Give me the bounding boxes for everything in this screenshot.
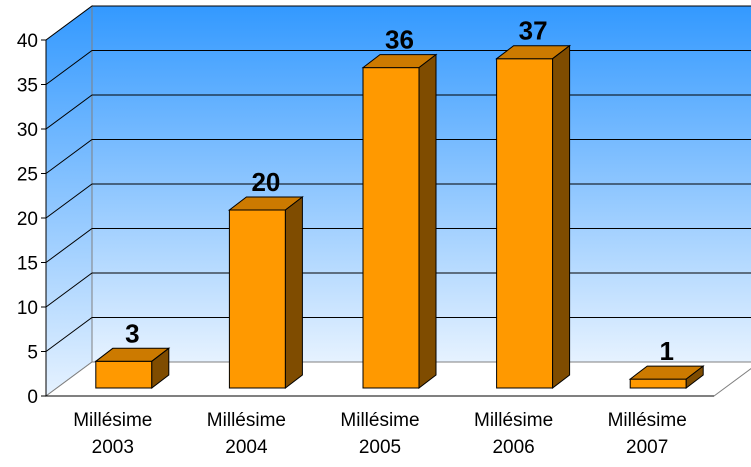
- bar-front: [629, 378, 687, 389]
- y-tick-label: 0: [27, 387, 38, 408]
- x-category-label: Millésime 2007: [608, 410, 687, 458]
- y-axis-ticks: 0 5 10 15 20 25 30 35 40: [17, 31, 46, 408]
- y-tick-label: 20: [17, 209, 38, 230]
- x-category-label: Millésime 2005: [340, 410, 419, 458]
- bar-side: [418, 53, 437, 390]
- bar: [94, 347, 171, 390]
- y-tick-label: 10: [17, 298, 38, 319]
- bar: [628, 365, 705, 390]
- data-label: 37: [519, 16, 548, 46]
- bar-side: [552, 44, 571, 390]
- bar-front: [95, 360, 153, 389]
- bar-front: [496, 58, 554, 389]
- y-tick-label: 35: [17, 76, 38, 97]
- gridline: [45, 5, 751, 41]
- x-category-label: Millésime 2003: [73, 410, 152, 458]
- bar: [495, 44, 572, 390]
- x-category-label: Millésime 2004: [207, 410, 286, 458]
- data-label: 3: [125, 318, 139, 348]
- x-category-label: Millésime 2006: [474, 410, 553, 458]
- bar-side: [685, 365, 704, 390]
- bars: [94, 44, 705, 390]
- data-labels: 3 20 36 37 1: [125, 16, 674, 366]
- bar-front: [362, 67, 420, 389]
- y-tick-label: 5: [27, 343, 38, 364]
- bar: [361, 53, 438, 390]
- bar-front: [228, 209, 286, 389]
- x-axis-categories: Millésime 2003 Millésime 2004 Millésime 2005 M…: [73, 410, 687, 458]
- data-label: 20: [251, 167, 280, 197]
- bar: [227, 195, 304, 390]
- y-tick-label: 15: [17, 254, 38, 275]
- data-label: 36: [385, 25, 414, 55]
- data-label: 1: [659, 336, 673, 366]
- y-tick-label: 25: [17, 165, 38, 186]
- y-tick-label: 30: [17, 120, 38, 141]
- bar-side: [284, 195, 303, 390]
- bar-side: [151, 347, 170, 390]
- y-tick-label: 40: [17, 31, 38, 52]
